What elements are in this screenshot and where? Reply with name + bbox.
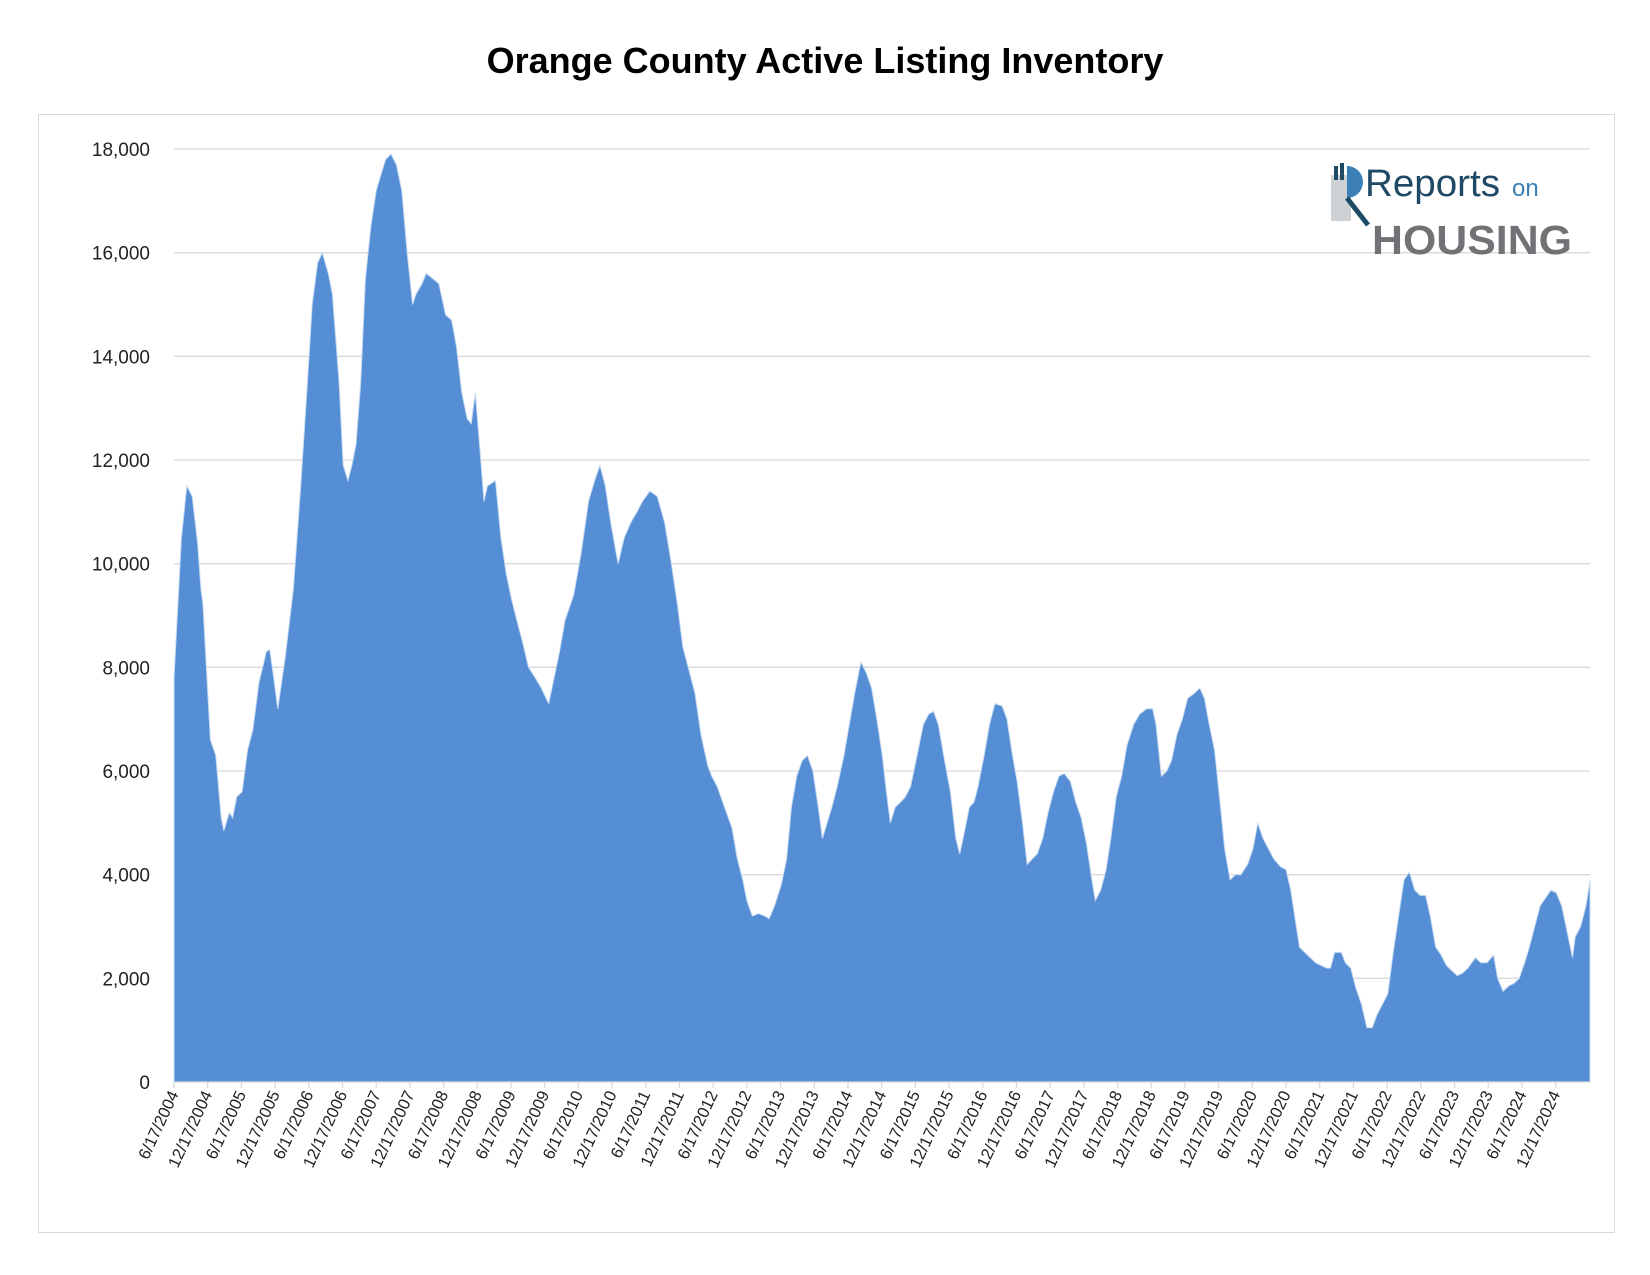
y-tick-label: 4,000 — [102, 866, 150, 887]
y-tick-label: 16,000 — [92, 244, 150, 265]
logo-bar-icon — [1340, 163, 1344, 180]
logo-word-on: on — [1512, 175, 1539, 202]
chart-title: Orange County Active Listing Inventory — [486, 40, 1164, 81]
y-tick-label: 18,000 — [92, 140, 150, 161]
logo-r-leg-icon — [1345, 196, 1370, 227]
logo-square-icon — [1331, 175, 1351, 221]
reports-on-housing-logo: Reports on HOUSING — [1331, 163, 1572, 263]
logo-pie-icon — [1347, 166, 1363, 198]
y-tick-label: 14,000 — [92, 347, 150, 368]
logo-bar-icon — [1334, 166, 1338, 180]
logo-word-housing: HOUSING — [1372, 217, 1572, 263]
chart-frame — [38, 114, 1615, 1233]
y-tick-label: 10,000 — [92, 555, 150, 576]
y-tick-label: 8,000 — [102, 658, 150, 679]
inventory-area — [173, 153, 1591, 1083]
y-tick-label: 0 — [139, 1073, 150, 1094]
logo-word-reports: Reports — [1365, 163, 1500, 205]
y-axis-ticks: 0 2,000 4,000 6,000 8,000 10,000 12,000 14,000 1… — [92, 140, 150, 1094]
y-tick-label: 12,000 — [92, 451, 150, 472]
x-axis-ticks: 6/17/200412/17/20046/17/200512/17/20056/… — [135, 1082, 1564, 1171]
y-tick-label: 6,000 — [102, 762, 150, 783]
y-tick-label: 2,000 — [102, 969, 150, 990]
